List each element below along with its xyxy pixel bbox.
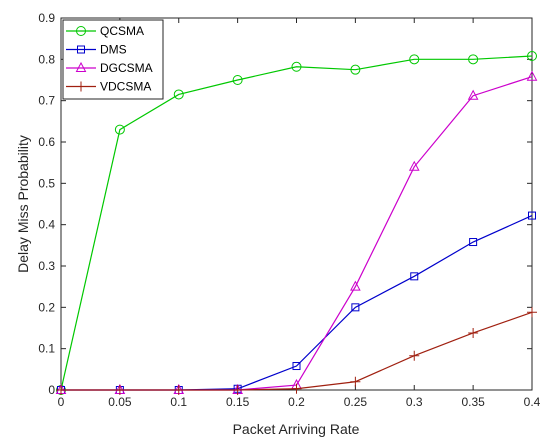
data-point <box>408 160 420 171</box>
series-vdcsma <box>56 307 537 395</box>
data-point <box>173 89 184 100</box>
x-tick-label: 0.05 <box>108 395 132 409</box>
data-point <box>291 61 302 72</box>
x-tick-label: 0.35 <box>461 395 485 409</box>
data-point <box>292 362 301 371</box>
legend-entry: DGCSMA <box>66 61 153 75</box>
y-axis-label: Delay Miss Probability <box>15 135 31 273</box>
data-point <box>528 211 536 220</box>
data-point <box>56 385 66 395</box>
legend-marker <box>77 45 85 54</box>
data-point <box>232 75 243 85</box>
series-qcsma <box>56 51 537 395</box>
y-tick-label: 0.4 <box>38 218 55 232</box>
x-tick-label: 0.25 <box>344 395 368 409</box>
legend-marker <box>75 61 87 72</box>
legend-entry: QCSMA <box>66 24 144 38</box>
legend: QCSMA DMS DGCSMA VDCSMA <box>62 19 164 100</box>
data-point <box>526 70 538 81</box>
data-point <box>114 385 125 395</box>
data-point <box>114 124 125 135</box>
axis-ticks: 0 0.05 0.1 0.15 0.2 0.25 0.3 0.35 0.4 0 0.1 0.2 0.3 0… <box>38 11 540 409</box>
legend-entry: DMS <box>66 43 127 57</box>
data-point <box>409 54 420 65</box>
data-point <box>468 54 479 65</box>
data-point <box>468 327 479 338</box>
y-tick-label: 0.9 <box>38 11 55 25</box>
legend-label: VDCSMA <box>100 80 151 94</box>
x-tick-label: 0.3 <box>406 395 423 409</box>
legend-marker <box>76 26 86 36</box>
data-point <box>350 280 361 291</box>
x-tick-label: 0.2 <box>288 395 305 409</box>
data-point <box>467 89 479 100</box>
y-tick-label: 0.8 <box>38 52 55 66</box>
x-tick-label: 0 <box>58 395 65 409</box>
series-layer <box>55 51 538 395</box>
data-point <box>350 64 361 75</box>
data-point <box>409 350 420 361</box>
x-axis-label: Packet Arriving Rate <box>233 421 360 437</box>
y-tick-label: 0.1 <box>38 342 55 356</box>
data-point <box>410 272 419 281</box>
y-tick-label: 0.5 <box>38 176 55 190</box>
y-tick-label: 0.7 <box>38 94 55 108</box>
legend-entry: VDCSMA <box>66 80 151 94</box>
legend-label: DMS <box>100 43 127 57</box>
x-tick-label: 0.15 <box>226 395 250 409</box>
data-point <box>527 307 537 318</box>
y-tick-label: 0 <box>48 383 55 397</box>
data-point <box>350 376 361 387</box>
data-point <box>291 383 302 394</box>
y-tick-label: 0.6 <box>38 135 55 149</box>
legend-marker <box>76 81 86 92</box>
data-point <box>173 385 184 395</box>
legend-label: DGCSMA <box>100 61 153 75</box>
data-point <box>469 238 478 247</box>
data-point <box>351 303 360 312</box>
legend-box <box>62 19 164 100</box>
legend-label: QCSMA <box>100 24 144 38</box>
data-point <box>527 51 537 62</box>
x-tick-label: 0.4 <box>524 395 541 409</box>
y-tick-label: 0.3 <box>38 259 55 273</box>
series-line <box>60 55 533 391</box>
y-tick-label: 0.2 <box>38 300 55 314</box>
data-point <box>232 385 243 395</box>
x-tick-label: 0.1 <box>170 395 187 409</box>
